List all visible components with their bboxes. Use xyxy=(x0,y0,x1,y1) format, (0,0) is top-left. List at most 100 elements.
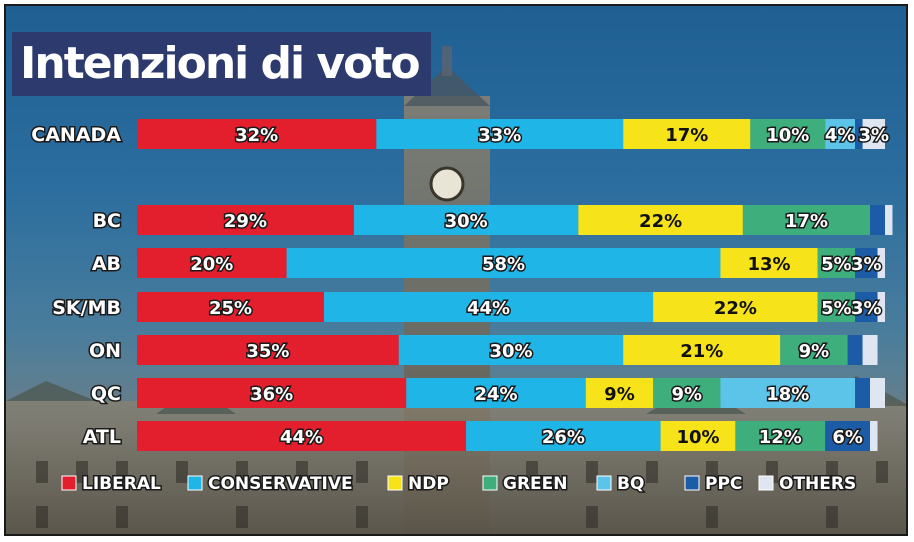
legend-swatch xyxy=(482,475,498,491)
bar-segment xyxy=(877,292,885,322)
category-label: SK/MB xyxy=(52,297,121,319)
legend-swatch xyxy=(387,475,403,491)
value-label: 30% xyxy=(445,211,488,232)
value-label: 26% xyxy=(542,427,585,448)
legend-label: OTHERS xyxy=(779,474,856,494)
value-label: 44% xyxy=(280,427,323,448)
value-label: 22% xyxy=(639,211,682,232)
value-label: 5% xyxy=(821,298,852,319)
value-label: 32% xyxy=(235,125,278,146)
value-label: 36% xyxy=(250,384,293,405)
category-label: BC xyxy=(93,210,121,232)
bar-segment xyxy=(406,378,586,408)
bar-segment xyxy=(855,119,863,149)
bar-segment xyxy=(137,248,287,278)
legend-label: GREEN xyxy=(503,474,568,494)
bar-segment xyxy=(750,119,826,149)
bar-segment xyxy=(466,421,661,451)
value-label: 24% xyxy=(474,384,517,405)
bar-segment xyxy=(137,378,407,408)
bar-segment xyxy=(862,335,878,365)
bar-segment xyxy=(720,378,856,408)
bar-segment xyxy=(825,421,871,451)
legend-label: BQ xyxy=(617,474,644,494)
bar-segment xyxy=(855,292,878,322)
legend-label: CONSERVATIVE xyxy=(208,474,353,494)
value-label: 58% xyxy=(482,254,525,275)
legend-label: PPC xyxy=(705,474,742,494)
bar-segment xyxy=(376,119,624,149)
bar-segment xyxy=(870,378,885,408)
bar-segment xyxy=(870,205,885,235)
legend-swatch xyxy=(187,475,203,491)
value-labels: 32% 33% 17% 10% 4% 3%29% 30% 22% 17%20% 58% 13% 5% 3… xyxy=(189,124,891,450)
bar-segment xyxy=(885,205,893,235)
category-label: AB xyxy=(92,253,121,275)
value-label: 12% xyxy=(759,427,802,448)
category-label: ATL xyxy=(83,426,121,448)
category-label: ON xyxy=(89,340,121,362)
bar-segment xyxy=(623,335,781,365)
bar-segment xyxy=(137,119,377,149)
bars xyxy=(137,119,893,451)
value-label: 29% xyxy=(224,211,267,232)
bar-segment xyxy=(735,421,826,451)
bar-segment xyxy=(862,119,885,149)
value-label: 25% xyxy=(209,298,252,319)
bar-segment xyxy=(398,335,624,365)
value-label: 22% xyxy=(714,298,757,319)
value-label: 21% xyxy=(680,341,723,362)
value-label: 3% xyxy=(858,125,889,146)
bar-segment xyxy=(817,248,856,278)
bar-segment xyxy=(817,292,856,322)
chart-frame: Intenzioni di voto CANADA BC AB SK/MB ON QC AT… xyxy=(4,4,908,536)
bar-segment xyxy=(720,248,818,278)
bar-segment xyxy=(353,205,579,235)
bar-segment xyxy=(653,292,818,322)
value-label: 9% xyxy=(671,384,702,405)
bar-segment xyxy=(855,378,871,408)
bar-segment xyxy=(585,378,654,408)
bar-segment xyxy=(877,248,885,278)
bar-segment xyxy=(653,378,721,408)
category-labels: CANADA BC AB SK/MB ON QC ATL xyxy=(30,123,123,450)
bar-segment xyxy=(137,292,324,322)
value-label: 17% xyxy=(785,211,828,232)
value-label: 35% xyxy=(246,341,289,362)
bar-segment xyxy=(623,119,751,149)
value-label: 10% xyxy=(676,427,719,448)
value-label: 9% xyxy=(604,384,635,405)
value-label: 18% xyxy=(766,384,809,405)
value-label: 44% xyxy=(467,298,510,319)
bar-segment xyxy=(137,205,354,235)
bar-segment xyxy=(286,248,721,278)
bar-segment xyxy=(855,248,878,278)
value-label: 33% xyxy=(478,125,521,146)
value-label: 30% xyxy=(489,341,532,362)
category-label: CANADA xyxy=(31,124,121,146)
bar-segment xyxy=(137,421,467,451)
value-label: 5% xyxy=(821,254,852,275)
value-label: 10% xyxy=(766,125,809,146)
legend-swatch xyxy=(758,475,774,491)
value-label: 6% xyxy=(832,427,863,448)
bar-segment xyxy=(742,205,871,235)
chart-title: Intenzioni di voto xyxy=(20,38,421,89)
bar-segment xyxy=(847,335,863,365)
legend: LIBERAL CONSERVATIVE NDP GREEN BQ PPC OTHERS xyxy=(61,473,858,496)
value-label: 20% xyxy=(190,254,233,275)
value-label: 4% xyxy=(825,125,856,146)
category-label: QC xyxy=(91,383,121,405)
bar-segment xyxy=(324,292,654,322)
legend-swatch xyxy=(684,475,700,491)
bar-segment xyxy=(870,421,878,451)
legend-label: LIBERAL xyxy=(82,474,161,494)
value-label: 13% xyxy=(748,254,791,275)
legend-swatch xyxy=(61,475,77,491)
legend-swatch xyxy=(596,475,612,491)
legend-label: NDP xyxy=(408,474,449,494)
value-label: 3% xyxy=(851,254,882,275)
bar-segment xyxy=(578,205,743,235)
bar-segment xyxy=(137,335,399,365)
